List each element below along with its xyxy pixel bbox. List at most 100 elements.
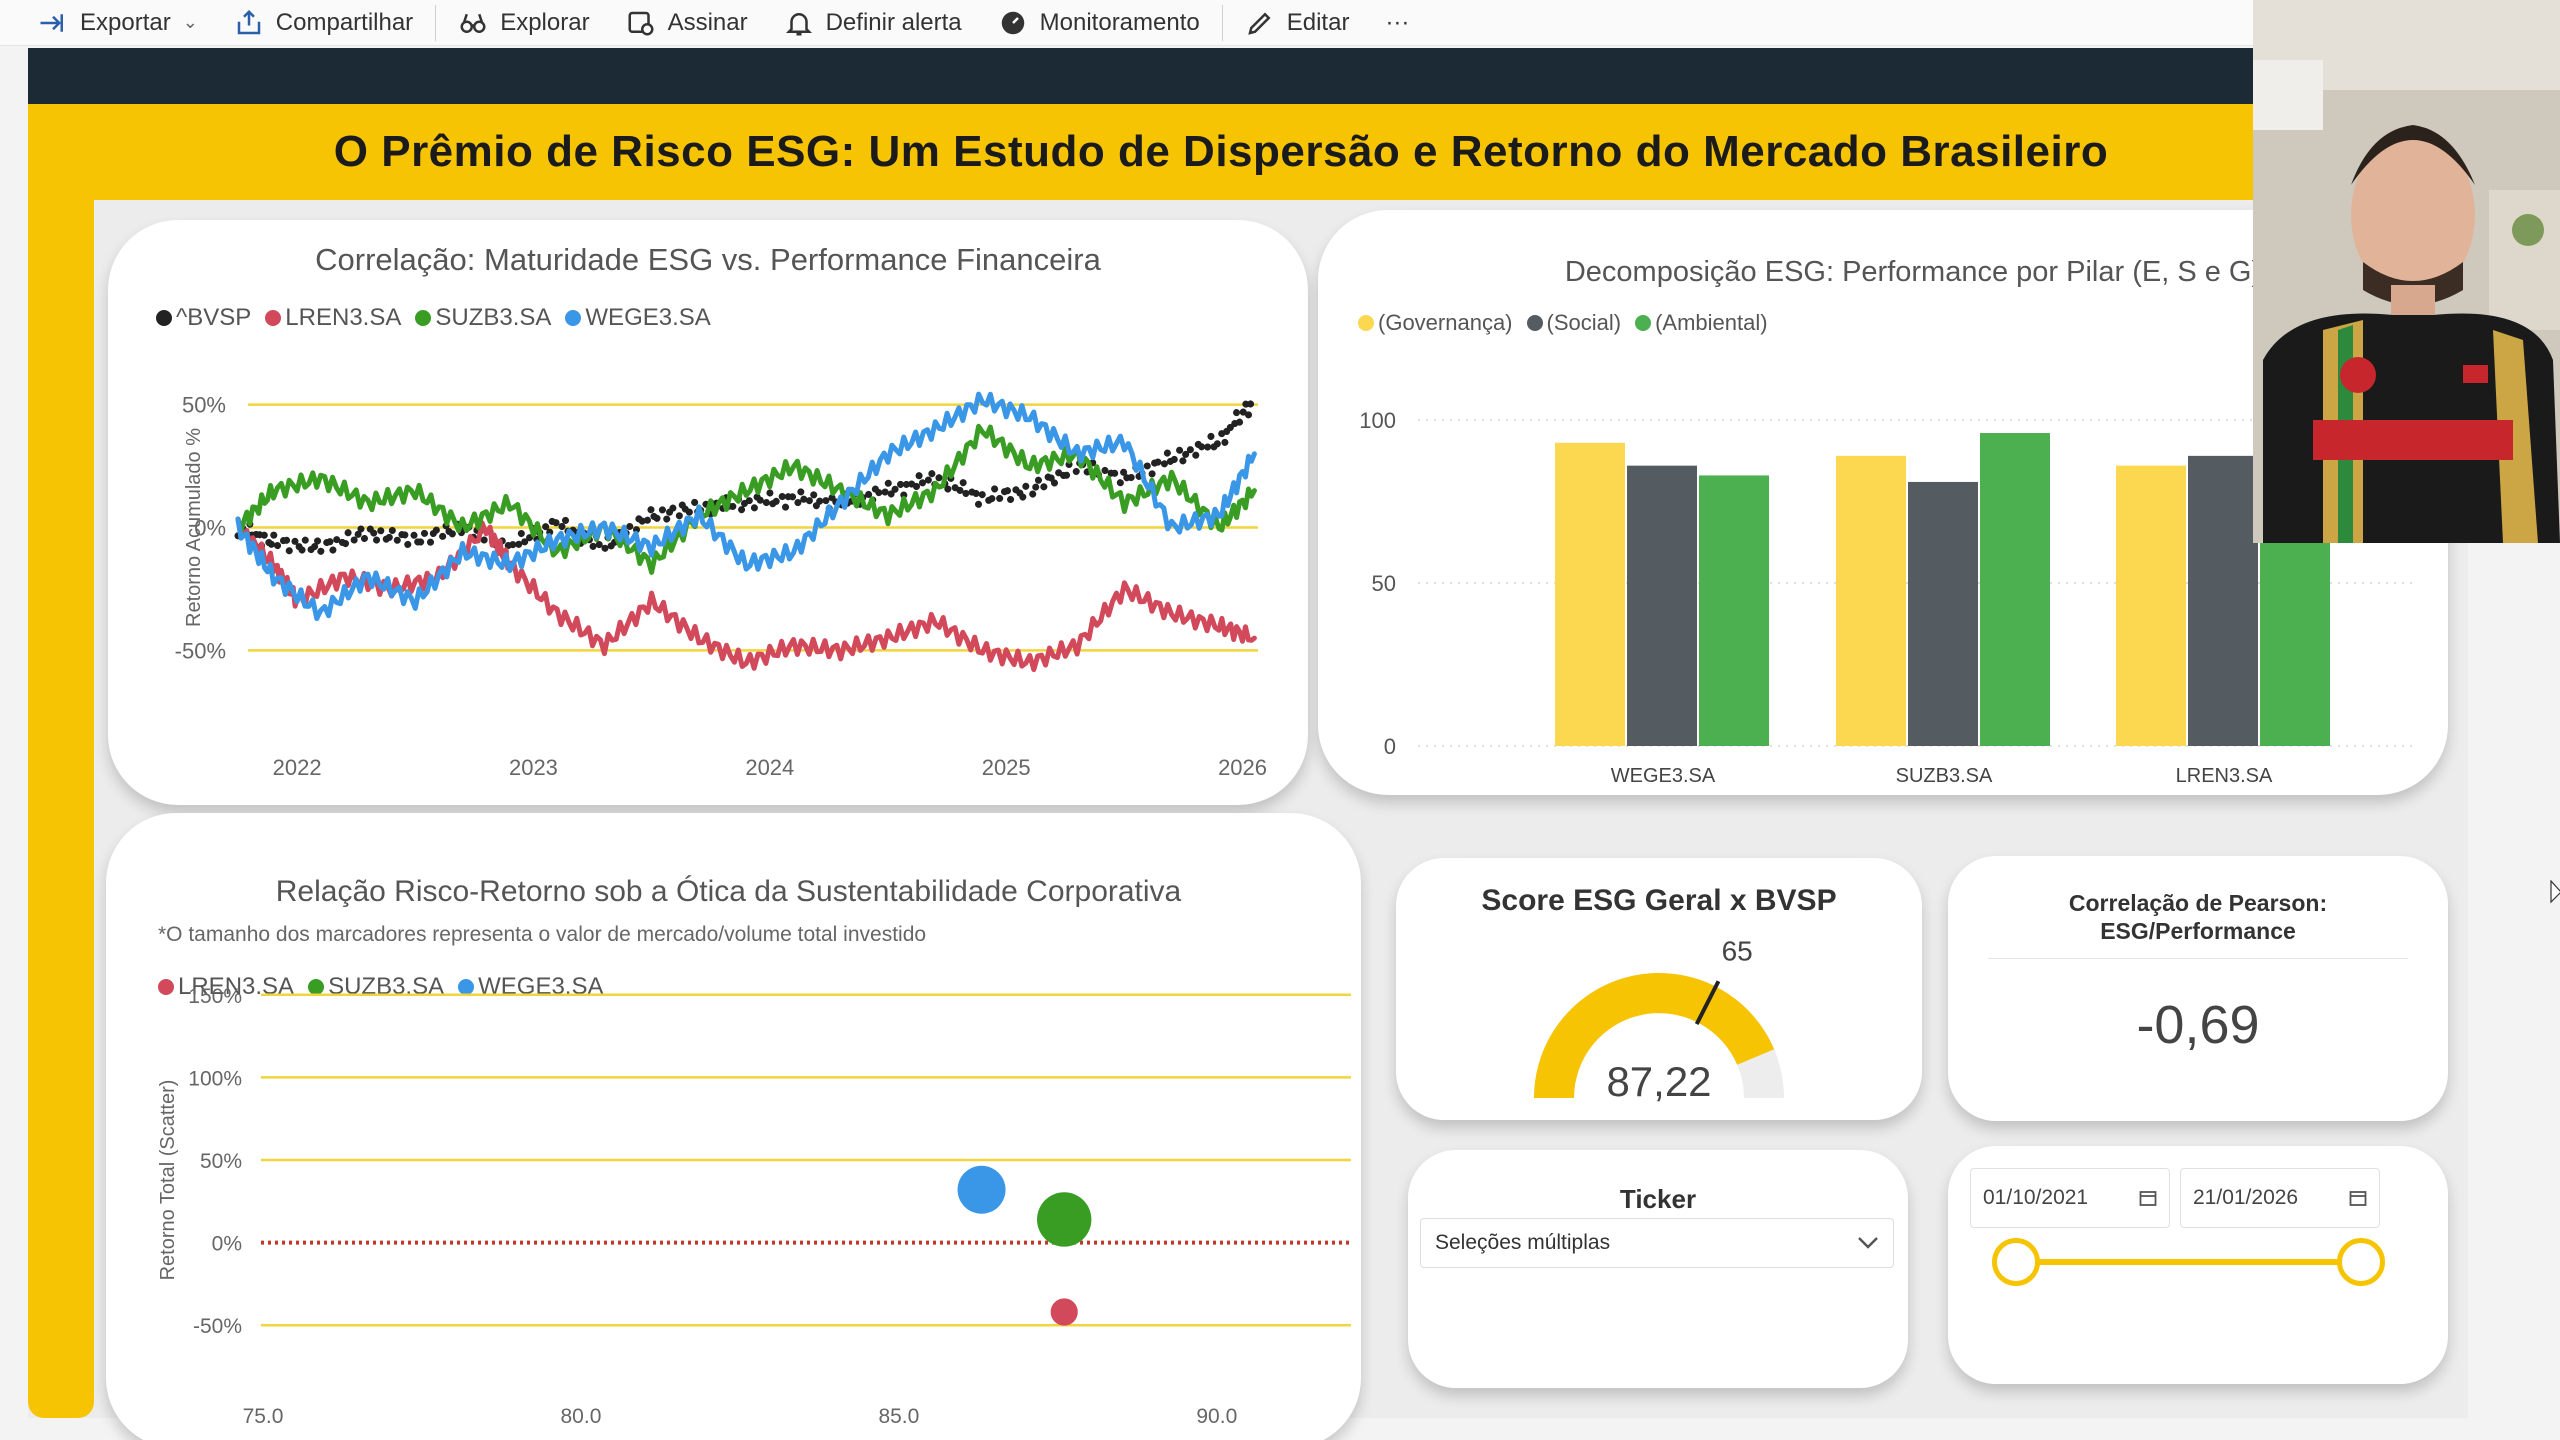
x-tick-label: 85.0 [878,1405,919,1428]
x-tick-label: WEGE3.SA [1611,765,1716,787]
legend-label: LREN3.SA [285,304,402,331]
scatter-point-SUZB3SA [1037,1192,1092,1247]
start-date-handle[interactable] [1992,1238,2040,1286]
monitoring-label: Monitoramento [1039,8,1200,36]
x-tick-label: LREN3.SA [2176,765,2273,787]
x-tick-label: 2024 [745,755,794,780]
x-tick-label: 75.0 [243,1405,284,1428]
webcam-overlay [2253,0,2560,543]
presenter-image [2253,0,2560,543]
share-button[interactable]: Compartilhar [220,3,427,43]
gauge-chart: 65 87,22 [1534,935,1784,1105]
report-toolbar: Exportar ⌄ Compartilhar Explorar Assinar… [0,0,2260,46]
legend-item[interactable]: ^BVSP [156,304,251,332]
gauge-value: 87,22 [1606,1058,1711,1105]
ticker-title: Ticker [1619,1184,1697,1214]
y-tick-label: -50% [175,638,226,663]
more-options-button[interactable]: ··· [1371,3,1423,43]
more-icon: ··· [1385,8,1410,36]
legend-label: WEGE3.SA [585,304,711,331]
end-date-handle[interactable] [2337,1238,2385,1286]
edit-button[interactable]: Editar [1231,3,1364,43]
subscribe-button[interactable]: Assinar [612,3,762,43]
explore-label: Explorar [500,8,590,36]
bar-LREN3SA-0 [2116,465,2186,746]
gauge-fill [1534,972,1775,1098]
title-banner: O Prêmio de Risco ESG: Um Estudo de Disp… [94,104,2468,200]
binoculars-icon [460,13,486,33]
share-label: Compartilhar [275,8,414,36]
gauge-target-marker [1694,980,1721,1025]
bar-WEGE3SA-0 [1555,442,1625,746]
ticker-slicer-card[interactable]: Ticker Seleções múltiplas [1408,1150,1908,1388]
monitoring-button[interactable]: Monitoramento [984,3,1214,43]
bar-WEGE3SA-1 [1627,465,1697,746]
scatter-note: *O tamanho dos marcadores representa o v… [158,923,927,946]
pearson-title-line2: ESG/Performance [2100,918,2296,944]
gauge-card[interactable]: Score ESG Geral x BVSP 65 87,22 [1396,858,1922,1120]
pearson-divider [1988,958,2408,959]
toolbar-divider [435,4,437,41]
subscribe-label: Assinar [667,8,748,36]
end-date-input[interactable]: 21/01/2026 [2180,1168,2380,1228]
start-date-value: 01/10/2021 [1983,1186,2089,1209]
series-line-BVSP [234,396,1258,558]
legend-item[interactable]: SUZB3.SA [415,304,551,332]
start-date-input[interactable]: 01/10/2021 [1970,1168,2170,1228]
explore-button[interactable]: Explorar [444,3,603,43]
ticker-dropdown[interactable]: Seleções múltiplas [1420,1218,1894,1268]
scatter-chart-card[interactable]: Relação Risco-Retorno sob a Ótica da Sus… [106,813,1361,1440]
scatter-chart-plot: 150% 100% 50% 0% -50% 75.0 80.0 85.0 90.0 Retorno… [157,985,1351,1428]
side-accent-bar [28,104,94,1418]
date-range-track[interactable] [2018,1259,2363,1265]
legend-item[interactable]: LREN3.SA [265,304,401,332]
legend-label: (Governança) [1378,310,1513,335]
y-tick-label: 150% [188,985,242,1008]
y-tick-label: 0% [194,516,226,541]
bar-SUZB3SA-0 [1836,455,1906,746]
series-line-LREN3SA [235,516,1257,673]
mouse-cursor-icon [2550,880,2560,904]
bar-chart-title: Decomposição ESG: Performance por Pilar … [1564,256,2262,288]
y-axis-label: Retorno Total (Scatter) [157,1080,179,1281]
legend-item[interactable]: (Social) [1526,310,1622,336]
series-line-WEGE3SA [235,391,1257,621]
ticker-dropdown-value: Seleções múltiplas [1435,1231,1611,1254]
series-line-SUZB3SA [235,423,1257,575]
legend-label: (Social) [1546,310,1622,335]
scatter-point-LREN3SA [1050,1298,1078,1326]
bell-icon [785,12,812,35]
end-date-value: 21/01/2026 [2193,1186,2299,1209]
pearson-card[interactable]: Correlação de Pearson: ESG/Performance -… [1948,856,2448,1121]
pencil-icon [1248,11,1271,35]
x-tick-label: 90.0 [1196,1405,1237,1428]
share-icon [237,9,261,34]
pearson-value: -0,69 [2136,995,2260,1055]
legend-item[interactable]: (Governança) [1358,310,1513,336]
edit-label: Editar [1286,8,1350,36]
legend-label: ^BVSP [176,304,252,331]
calendar-icon[interactable] [2349,1189,2367,1207]
chevron-down-icon: ⌄ [182,12,198,32]
export-button[interactable]: Exportar ⌄ [24,3,212,43]
y-axis-label: Retorno Acumulado % [183,428,205,627]
subscribe-icon [628,11,654,35]
report-title: O Prêmio de Risco ESG: Um Estudo de Disp… [333,127,2109,176]
legend-item[interactable]: (Ambiental) [1635,310,1768,336]
line-chart-legend: ^BVSP LREN3.SA SUZB3.SA WEGE3.SA [156,304,711,332]
legend-label: (Ambiental) [1655,310,1768,335]
x-tick-label: SUZB3.SA [1896,765,1993,787]
scatter-chart-title: Relação Risco-Retorno sob a Ótica da Sus… [275,875,1182,908]
x-tick-label: 2022 [273,755,322,780]
calendar-icon[interactable] [2139,1189,2157,1207]
export-label: Exportar [80,8,171,36]
y-tick-label: 50% [200,1150,242,1173]
line-chart-card[interactable]: Correlação: Maturidade ESG vs. Performan… [108,220,1308,805]
legend-item[interactable]: WEGE3.SA [565,304,711,332]
set-alert-label: Definir alerta [825,8,962,36]
set-alert-button[interactable]: Definir alerta [770,3,976,43]
export-icon [40,13,63,32]
date-slicer-card[interactable]: 01/10/2021 21/01/2026 [1948,1146,2448,1384]
y-tick-label: 100 [1359,408,1396,433]
y-tick-label: -50% [193,1315,242,1338]
